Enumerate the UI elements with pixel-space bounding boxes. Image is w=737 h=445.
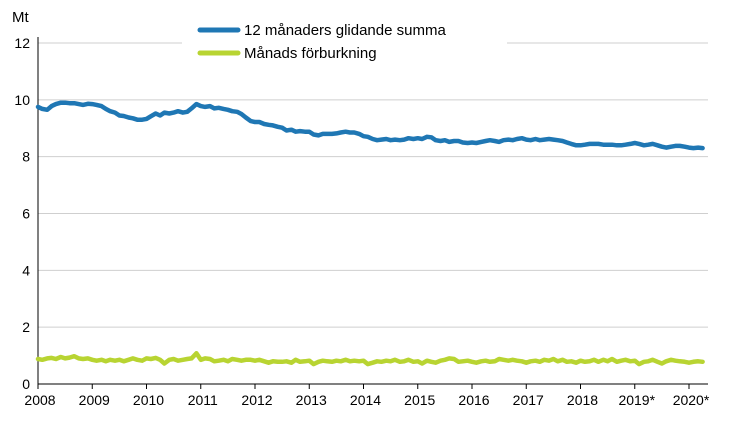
y-tick-label: 2 [22,319,30,335]
x-tick-label: 2013 [296,392,327,408]
y-tick-label: 8 [22,149,30,165]
y-tick-label: 4 [22,262,30,278]
gridlines [38,42,708,328]
x-tick-label: 2016 [458,392,489,408]
legend-label-0: 12 månaders glidande summa [244,22,446,39]
y-tick-label: 6 [22,206,30,222]
y-tick-label: 12 [14,35,30,51]
y-unit-label: Mt [12,9,29,26]
y-tick-label: 0 [22,376,30,392]
x-tick-label: 2012 [241,392,272,408]
legend-box [182,14,507,68]
x-tick-label: 2008 [24,392,55,408]
x-tick-label: 2009 [79,392,110,408]
axes: 0 2 4 6 8 10 12 2008 2009 2010 2011 2012 2013 2014 201… [14,35,709,408]
x-tick-label: 2018 [567,392,598,408]
x-tick-label: 2011 [188,392,218,408]
x-tick-label: 2015 [404,392,435,408]
x-tick-label: 2020* [673,392,710,408]
legend: 12 månaders glidande summa Månads förburk… [182,14,507,68]
series-line-0 [35,100,705,151]
x-tick-label: 2014 [350,392,381,408]
legend-label-1: Månads förburkning [244,45,377,62]
x-tick-label: 2019* [618,392,655,408]
y-tick-label: 10 [14,92,30,108]
x-tick-label: 2017 [513,392,544,408]
x-tick-label: 2010 [133,392,164,408]
series-line-1 [35,351,705,367]
series-lines [35,100,705,367]
